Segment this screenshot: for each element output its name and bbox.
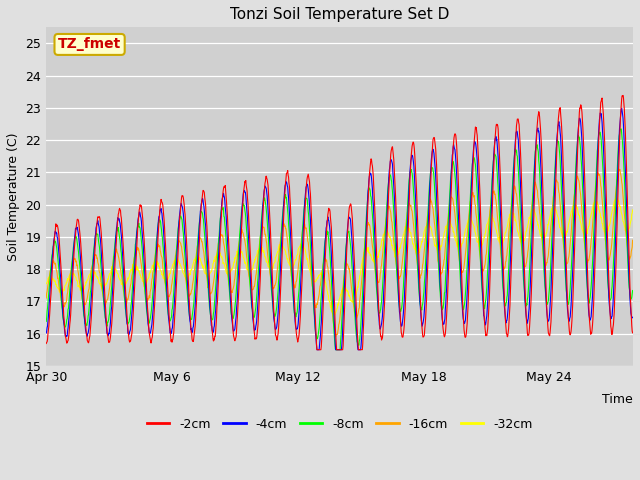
-4cm bbox=[416, 293, 424, 299]
-4cm bbox=[479, 288, 486, 293]
-32cm bbox=[387, 235, 394, 240]
-32cm bbox=[239, 251, 246, 256]
Y-axis label: Soil Temperature (C): Soil Temperature (C) bbox=[7, 132, 20, 261]
Line: -32cm: -32cm bbox=[46, 198, 632, 315]
-4cm bbox=[618, 105, 625, 111]
Text: TZ_fmet: TZ_fmet bbox=[58, 37, 121, 51]
-16cm bbox=[239, 229, 246, 235]
-8cm bbox=[628, 288, 636, 293]
-2cm bbox=[239, 210, 246, 216]
-16cm bbox=[568, 226, 575, 231]
-32cm bbox=[331, 312, 339, 318]
-32cm bbox=[628, 207, 636, 213]
Legend: -2cm, -4cm, -8cm, -16cm, -32cm: -2cm, -4cm, -8cm, -16cm, -32cm bbox=[141, 413, 538, 436]
-2cm bbox=[387, 158, 394, 164]
-2cm bbox=[619, 93, 627, 98]
-2cm bbox=[628, 330, 636, 336]
-32cm bbox=[568, 208, 575, 214]
-16cm bbox=[332, 334, 340, 339]
-16cm bbox=[42, 295, 50, 301]
-8cm bbox=[479, 291, 486, 297]
-4cm bbox=[628, 314, 636, 320]
-8cm bbox=[387, 172, 394, 178]
-2cm bbox=[416, 274, 424, 279]
-16cm bbox=[628, 237, 636, 243]
-2cm bbox=[42, 341, 50, 347]
-8cm bbox=[239, 204, 246, 209]
Line: -8cm: -8cm bbox=[46, 129, 632, 350]
-4cm bbox=[313, 347, 321, 353]
-2cm bbox=[170, 333, 177, 338]
-4cm bbox=[170, 313, 177, 319]
-32cm bbox=[416, 250, 424, 255]
-8cm bbox=[568, 264, 575, 269]
-8cm bbox=[618, 126, 625, 132]
-2cm bbox=[479, 267, 486, 273]
-8cm bbox=[42, 319, 50, 324]
Line: -16cm: -16cm bbox=[46, 169, 632, 336]
-8cm bbox=[170, 295, 177, 300]
-8cm bbox=[416, 295, 424, 301]
-4cm bbox=[239, 201, 246, 207]
Line: -4cm: -4cm bbox=[46, 108, 632, 350]
Title: Tonzi Soil Temperature Set D: Tonzi Soil Temperature Set D bbox=[230, 7, 449, 22]
Text: Time: Time bbox=[602, 393, 633, 406]
-32cm bbox=[612, 195, 620, 201]
-16cm bbox=[479, 266, 486, 272]
-16cm bbox=[170, 271, 177, 276]
-32cm bbox=[42, 281, 50, 287]
-2cm bbox=[568, 324, 575, 330]
Line: -2cm: -2cm bbox=[46, 96, 632, 350]
-4cm bbox=[387, 158, 394, 164]
-32cm bbox=[479, 242, 486, 248]
-2cm bbox=[313, 347, 321, 353]
-16cm bbox=[416, 274, 424, 279]
-32cm bbox=[170, 261, 177, 267]
-8cm bbox=[332, 347, 340, 353]
-16cm bbox=[387, 208, 394, 214]
-4cm bbox=[568, 294, 575, 300]
-16cm bbox=[615, 167, 623, 172]
-4cm bbox=[42, 330, 50, 336]
